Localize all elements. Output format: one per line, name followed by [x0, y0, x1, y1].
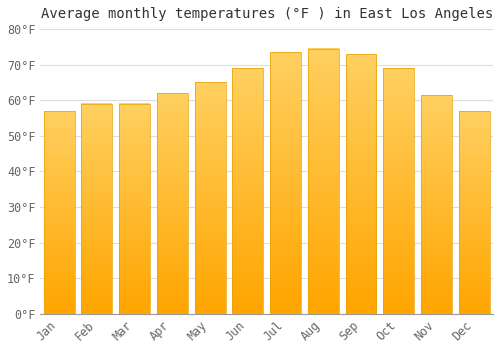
Bar [270, 52, 301, 314]
Bar [82, 104, 112, 314]
Title: Average monthly temperatures (°F ) in East Los Angeles: Average monthly temperatures (°F ) in Ea… [40, 7, 493, 21]
Bar [421, 95, 452, 314]
Bar [194, 83, 226, 314]
Bar [308, 49, 338, 314]
Bar [384, 68, 414, 314]
Bar [119, 104, 150, 314]
Bar [232, 68, 264, 314]
Bar [458, 111, 490, 314]
Bar [157, 93, 188, 314]
Bar [346, 54, 376, 314]
Bar [44, 111, 74, 314]
